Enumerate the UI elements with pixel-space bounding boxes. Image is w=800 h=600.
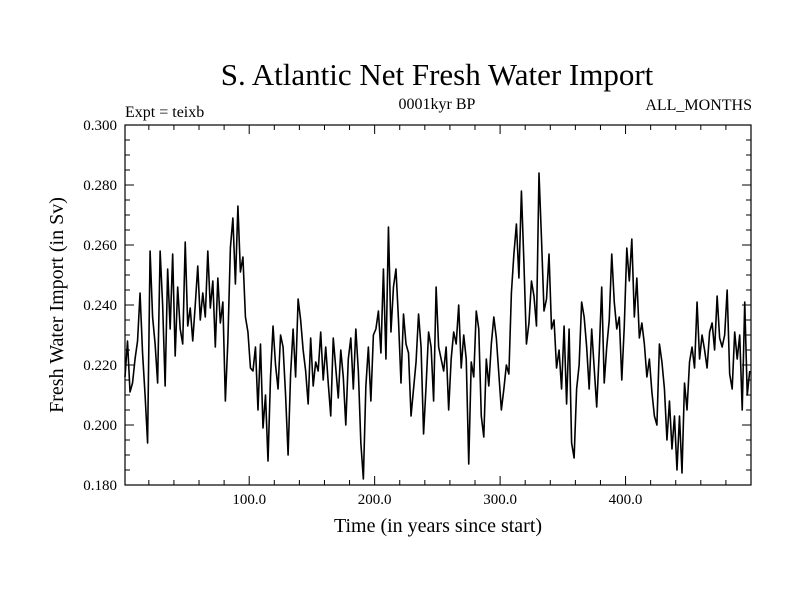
y-tick-label: 0.240 [83, 298, 117, 314]
y-tick-label: 0.220 [83, 358, 117, 374]
y-axis-label: Fresh Water Import (in Sv) [46, 197, 68, 413]
fresh-water-import-series-line [124, 172, 751, 480]
x-tick-label: 100.0 [232, 492, 266, 508]
experiment-label: Expt = teixb [125, 104, 204, 121]
axis-ticks [125, 124, 751, 486]
period-label: 0001kyr BP [399, 96, 476, 113]
x-tick-label: 400.0 [609, 492, 643, 508]
y-tick-label: 0.260 [83, 238, 117, 254]
x-axis-label: Time (in years since start) [334, 515, 542, 537]
plot-area-frame [124, 124, 752, 486]
months-label: ALL_MONTHS [645, 97, 752, 114]
y-tick-label: 0.180 [83, 478, 117, 494]
y-tick-label: 0.300 [83, 118, 117, 134]
y-tick-label: 0.280 [83, 178, 117, 194]
tick-labels: 100.0 200.0 300.0 400.0 0.180 0.200 0.220 0.240… [83, 118, 642, 508]
data-series-layer [124, 172, 751, 480]
y-tick-label: 0.200 [83, 418, 117, 434]
x-tick-label: 200.0 [358, 492, 392, 508]
x-tick-label: 300.0 [483, 492, 517, 508]
chart-title: S. Atlantic Net Fresh Water Import [221, 57, 654, 92]
